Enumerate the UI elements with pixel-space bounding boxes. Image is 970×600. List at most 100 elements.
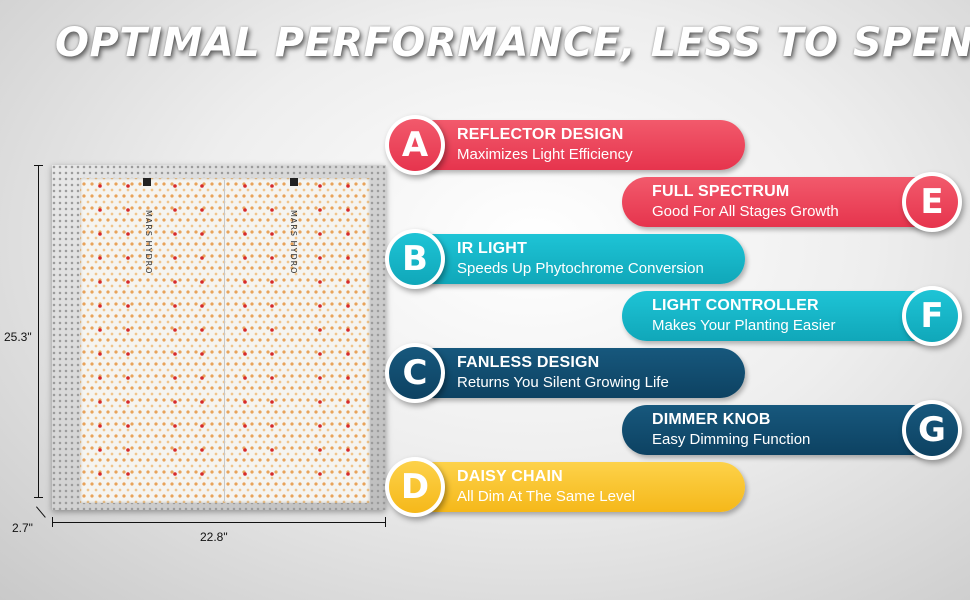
- feature-badge: A: [385, 115, 445, 175]
- red-led: [318, 280, 322, 284]
- red-led: [98, 424, 102, 428]
- red-led: [346, 208, 350, 212]
- feature-badge: D: [385, 457, 445, 517]
- red-led: [346, 472, 350, 476]
- red-led: [346, 448, 350, 452]
- feature-pill: IR LIGHT Speeds Up Phytochrome Conversio…: [410, 234, 745, 284]
- red-led: [173, 472, 177, 476]
- red-led: [346, 232, 350, 236]
- red-led: [318, 352, 322, 356]
- depth-dimension-label: 2.7": [12, 521, 33, 535]
- brand-label-left: MARS HYDRO: [144, 210, 153, 275]
- height-dimension-tick-bottom: [34, 497, 43, 498]
- red-led: [200, 424, 204, 428]
- feature-letter: E: [906, 176, 958, 228]
- red-led: [126, 424, 130, 428]
- red-led: [173, 352, 177, 356]
- red-led: [243, 328, 247, 332]
- red-led-pattern: [98, 184, 350, 476]
- red-led: [318, 232, 322, 236]
- red-led: [98, 208, 102, 212]
- red-led: [318, 328, 322, 332]
- feature-title: FULL SPECTRUM: [652, 183, 790, 200]
- height-dimension-line: [38, 165, 39, 498]
- feature-pill: REFLECTOR DESIGN Maximizes Light Efficie…: [410, 120, 745, 170]
- red-led: [200, 472, 204, 476]
- red-led: [126, 352, 130, 356]
- red-led: [243, 424, 247, 428]
- feature-letter: D: [389, 461, 441, 513]
- red-led: [346, 328, 350, 332]
- height-dimension-label: 25.3": [4, 330, 32, 344]
- red-led: [270, 448, 274, 452]
- red-led: [98, 400, 102, 404]
- red-led: [243, 232, 247, 236]
- red-led: [346, 376, 350, 380]
- red-led: [126, 472, 130, 476]
- feature-letter: A: [389, 119, 441, 171]
- red-led: [200, 256, 204, 260]
- red-led: [243, 208, 247, 212]
- feature-letter: G: [906, 404, 958, 456]
- red-led: [98, 304, 102, 308]
- red-led: [270, 400, 274, 404]
- feature-title: LIGHT CONTROLLER: [652, 297, 819, 314]
- red-led: [270, 328, 274, 332]
- feature-pill: FANLESS DESIGN Returns You Silent Growin…: [410, 348, 745, 398]
- red-led: [270, 304, 274, 308]
- red-led: [200, 448, 204, 452]
- width-dimension-tick-right: [385, 517, 386, 527]
- red-led: [346, 400, 350, 404]
- red-led: [200, 184, 204, 188]
- red-led: [200, 376, 204, 380]
- red-led: [200, 232, 204, 236]
- feature-subtitle: Returns You Silent Growing Life: [457, 374, 669, 391]
- height-dimension-tick-top: [34, 165, 43, 166]
- feature-title: DIMMER KNOB: [652, 411, 771, 428]
- red-led: [173, 256, 177, 260]
- feature-badge: G: [902, 400, 962, 460]
- hanging-clip-left: [143, 178, 151, 186]
- feature-title: IR LIGHT: [457, 240, 528, 257]
- red-led: [126, 400, 130, 404]
- feature-pill: DAISY CHAIN All Dim At The Same Level: [410, 462, 745, 512]
- red-led: [126, 232, 130, 236]
- red-led: [126, 328, 130, 332]
- red-led: [270, 376, 274, 380]
- width-dimension-tick-left: [52, 517, 53, 527]
- red-led: [243, 304, 247, 308]
- red-led: [270, 280, 274, 284]
- red-led: [173, 448, 177, 452]
- red-led: [318, 400, 322, 404]
- red-led: [243, 280, 247, 284]
- red-led: [200, 328, 204, 332]
- red-led: [173, 280, 177, 284]
- grow-light-product: MARS HYDRO MARS HYDRO 25.3" 22.8" 2.7": [0, 0, 400, 600]
- red-led: [243, 400, 247, 404]
- feature-subtitle: Maximizes Light Efficiency: [457, 146, 633, 163]
- red-led: [173, 376, 177, 380]
- feature-badge: B: [385, 229, 445, 289]
- red-led: [243, 376, 247, 380]
- red-led: [98, 328, 102, 332]
- red-led: [243, 472, 247, 476]
- feature-title: DAISY CHAIN: [457, 468, 563, 485]
- red-led: [200, 280, 204, 284]
- feature-badge: F: [902, 286, 962, 346]
- feature-pill: LIGHT CONTROLLER Makes Your Planting Eas…: [622, 291, 942, 341]
- red-led: [243, 184, 247, 188]
- red-led: [173, 424, 177, 428]
- red-led: [270, 472, 274, 476]
- red-led: [318, 448, 322, 452]
- red-led: [318, 256, 322, 260]
- red-led: [318, 304, 322, 308]
- red-led: [270, 424, 274, 428]
- feature-letter: C: [389, 347, 441, 399]
- red-led: [126, 376, 130, 380]
- red-led: [173, 184, 177, 188]
- red-led: [270, 232, 274, 236]
- red-led: [173, 328, 177, 332]
- red-led: [243, 256, 247, 260]
- red-led: [126, 304, 130, 308]
- feature-letter: F: [906, 290, 958, 342]
